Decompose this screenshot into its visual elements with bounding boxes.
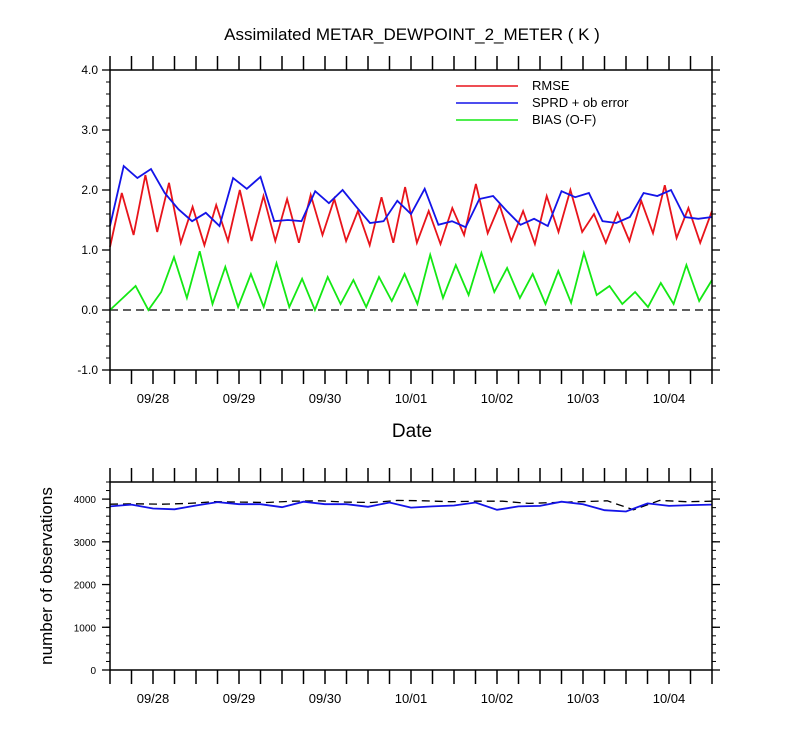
bottom-series-group <box>109 499 713 513</box>
x-tick-label: 09/29 <box>223 691 256 706</box>
x-tick-label: 09/30 <box>309 691 342 706</box>
x-axis-label: Date <box>392 421 432 442</box>
top-ticks-group: 4.0 3.0 2.0 1.0 0.0 -1.0 09/28 09/29 09/30 10/01 1… <box>77 56 720 406</box>
x-tick-label: 09/28 <box>137 391 170 406</box>
y-tick-label: 2.0 <box>81 183 98 197</box>
series-line-sprd-ob-error <box>109 164 713 229</box>
series-line-rmse <box>109 174 713 249</box>
top-chart: Assimilated METAR_DEWPOINT_2_METER ( K )… <box>77 25 720 442</box>
y-tick-label: -1.0 <box>77 363 98 377</box>
bottom-ticks-group: 0 1000 2000 3000 4000 09/28 09/29 09/30 10/01 10/… <box>74 468 720 706</box>
series-line-observations-possible <box>109 499 713 511</box>
x-tick-label: 10/01 <box>395 691 428 706</box>
x-tick-label: 10/02 <box>481 391 514 406</box>
legend-label-rmse: RMSE <box>532 78 570 93</box>
y-tick-label: 1.0 <box>81 243 98 257</box>
x-tick-label: 10/01 <box>395 391 428 406</box>
legend: RMSE SPRD + ob error BIAS (O-F) <box>456 78 629 127</box>
legend-label-sprd: SPRD + ob error <box>532 95 629 110</box>
top-series-group <box>109 164 713 313</box>
bottom-chart: 0 1000 2000 3000 4000 09/28 09/29 09/30 10/01 10/… <box>37 468 720 706</box>
x-tick-label: 09/29 <box>223 391 256 406</box>
y-tick-label: 4000 <box>74 495 97 506</box>
y-tick-label: 3000 <box>74 538 97 549</box>
chart-title: Assimilated METAR_DEWPOINT_2_METER ( K ) <box>224 25 600 44</box>
bottom-plot-frame <box>109 481 713 671</box>
x-tick-label: 09/28 <box>137 691 170 706</box>
x-tick-label: 10/02 <box>481 691 514 706</box>
legend-label-bias: BIAS (O-F) <box>532 112 596 127</box>
y-tick-label: 0 <box>90 666 96 677</box>
x-tick-label: 10/03 <box>567 691 600 706</box>
top-plot-frame <box>109 69 713 371</box>
series-line-observations-assimilated <box>109 500 713 513</box>
x-tick-label: 10/04 <box>653 391 686 406</box>
y-tick-label: 0.0 <box>81 303 98 317</box>
y-tick-label: 4.0 <box>81 63 98 77</box>
y-tick-label: 1000 <box>74 623 97 634</box>
y-tick-label: 2000 <box>74 581 97 592</box>
y-tick-label: 3.0 <box>81 123 98 137</box>
y-axis-label: number of observations <box>37 487 56 665</box>
series-line-bias-o-f <box>109 249 713 313</box>
x-tick-label: 10/03 <box>567 391 600 406</box>
x-tick-label: 10/04 <box>653 691 686 706</box>
x-tick-label: 09/30 <box>309 391 342 406</box>
